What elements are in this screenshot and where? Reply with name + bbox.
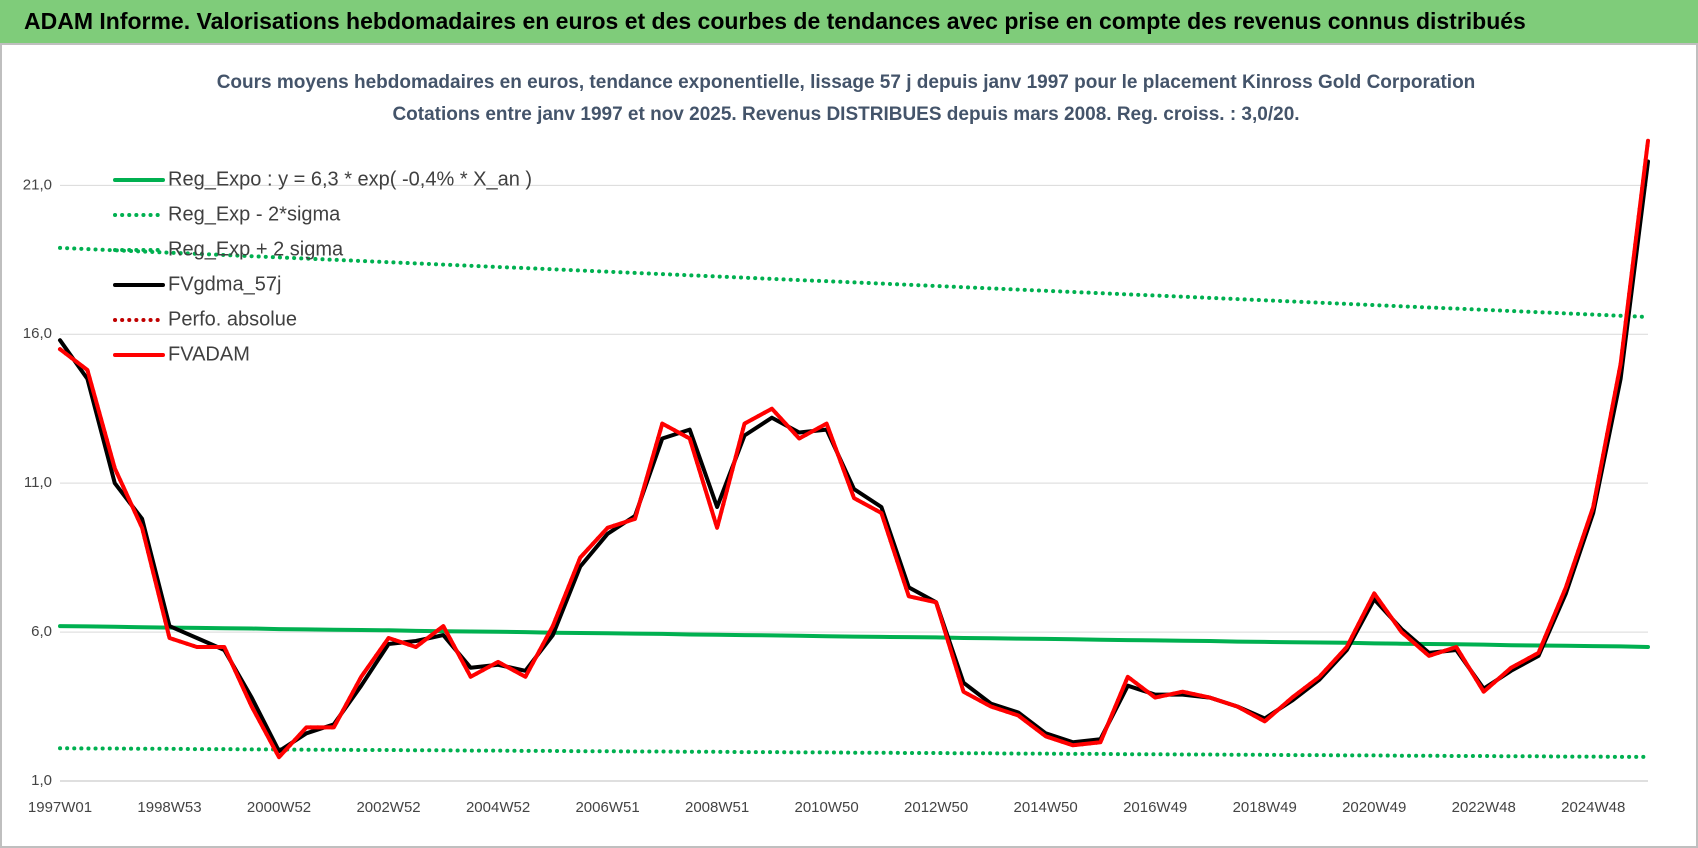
legend-label: Reg_Exp + 2 sigma [168,238,344,260]
x-tick-label: 1998W53 [137,799,201,816]
x-tick-label: 2006W51 [575,799,639,816]
banner-title: ADAM Informe. Valorisations hebdomadaire… [24,8,1526,34]
y-tick-label: 21,0 [23,176,52,193]
chart-frame [0,43,1698,848]
chart-title: Cours moyens hebdomadaires en euros, ten… [217,72,1476,93]
x-tick-label: 2012W50 [904,799,968,816]
x-tick-label: 2004W52 [466,799,530,816]
x-tick-label: 2000W52 [247,799,311,816]
banner-background [0,0,1698,44]
series-line [58,746,1650,759]
legend-label: Perfo. absolue [168,308,297,330]
x-tick-label: 2014W50 [1014,799,1078,816]
y-tick-label: 11,0 [24,474,52,491]
legend-label: Reg_Exp - 2*sigma [168,203,341,225]
x-tick-label: 2016W49 [1123,799,1187,816]
legend-label: FVADAM [168,343,250,365]
x-tick-label: 1997W01 [28,799,92,816]
series-line [58,138,1650,760]
series-line [58,624,1650,649]
x-tick-label: 2008W51 [685,799,749,816]
x-tick-label: 2018W49 [1233,799,1297,816]
x-tick-label: 2002W52 [356,799,420,816]
y-tick-label: 16,0 [23,325,52,342]
legend-label: Reg_Expo : y = 6,3 * exp( -0,4% * X_an ) [168,168,532,190]
y-tick-label: 6,0 [31,623,52,640]
legend-label: FVgdma_57j [168,273,281,295]
y-tick-label: 1,0 [31,772,52,789]
chart-subtitle: Cotations entre janv 1997 et nov 2025. R… [392,104,1299,125]
x-tick-label: 2022W48 [1452,799,1516,816]
x-tick-label: 2024W48 [1561,799,1625,816]
series-line [58,245,1650,319]
x-tick-label: 2020W49 [1342,799,1406,816]
x-tick-label: 2010W50 [795,799,859,816]
